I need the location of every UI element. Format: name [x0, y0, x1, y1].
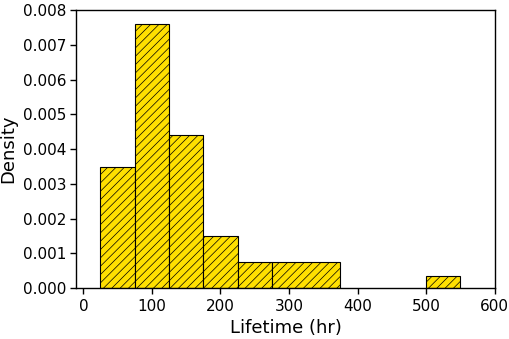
Bar	[100, 166, 134, 288]
Bar	[168, 135, 203, 288]
Bar	[134, 24, 168, 288]
Bar	[203, 236, 237, 288]
Y-axis label: Density: Density	[0, 115, 17, 183]
Bar	[426, 276, 460, 288]
Bar	[237, 262, 271, 288]
X-axis label: Lifetime (hr): Lifetime (hr)	[229, 319, 341, 337]
Bar	[271, 262, 340, 288]
